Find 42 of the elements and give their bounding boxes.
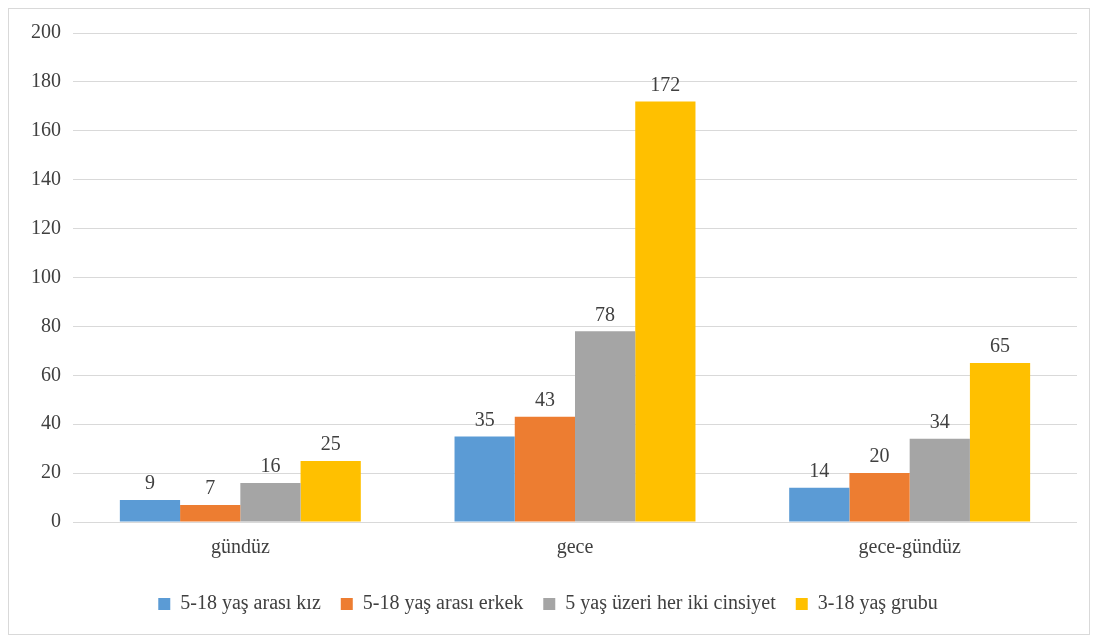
x-tick-label: gece-gündüz: [858, 535, 961, 559]
y-tick-label: 40: [41, 411, 61, 434]
y-tick-label: 140: [31, 166, 61, 189]
bar: [300, 460, 361, 522]
y-tick-label: 160: [31, 118, 61, 141]
x-tick-label: gece: [556, 535, 594, 559]
bar: [180, 504, 241, 522]
bar: [969, 363, 1031, 522]
bar: [635, 101, 696, 522]
data-label: 43: [534, 388, 555, 411]
y-tick-label: 180: [31, 69, 61, 92]
bar: [119, 500, 181, 522]
data-label: 172: [650, 72, 681, 95]
legend-label: 5-18 yaş arası erkek: [362, 591, 524, 615]
y-tick-label: 120: [31, 215, 61, 238]
data-label: 16: [260, 454, 281, 477]
data-label: 34: [929, 410, 950, 433]
y-tick-label: 0: [51, 509, 61, 532]
bar: [575, 331, 636, 522]
bar: [514, 416, 575, 522]
legend-label: 3-18 yaş grubu: [817, 591, 938, 615]
data-label: 65: [990, 334, 1011, 357]
y-tick-label: 200: [31, 20, 61, 43]
data-label: 9: [144, 471, 155, 494]
y-tick-label: 60: [41, 362, 61, 385]
data-label: 7: [205, 476, 216, 499]
legend-label: 5 yaş üzeri her iki cinsiyet: [565, 591, 777, 615]
bar: [454, 436, 515, 522]
y-tick-label: 100: [31, 264, 61, 287]
data-label: 35: [474, 407, 495, 430]
x-tick-label: gündüz: [210, 535, 270, 559]
bar: [849, 473, 910, 522]
data-label: 14: [809, 459, 830, 482]
y-tick-label: 20: [41, 460, 61, 483]
data-label: 78: [595, 302, 616, 325]
data-label: 20: [869, 444, 890, 467]
bar: [240, 482, 301, 522]
legend-label: 5-18 yaş arası kız: [180, 591, 321, 615]
y-tick-label: 80: [41, 313, 61, 336]
data-label: 25: [320, 432, 341, 455]
bar: [789, 487, 850, 522]
bar: [909, 438, 970, 522]
